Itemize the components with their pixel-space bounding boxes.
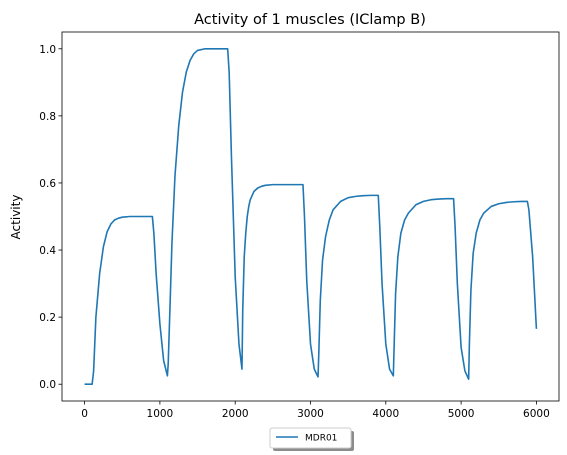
y-tick-label: 1.0	[39, 44, 56, 56]
plot-area: 0 1000 2000 3000 4000 5000 6000 0.0 0.2 0.4 0.6 0.8…	[39, 31, 560, 420]
x-tick-label: 4000	[372, 408, 399, 420]
x-tick-label: 1000	[147, 408, 174, 420]
series-line-mdr01	[84, 47, 538, 386]
y-tick-label: 0.0	[39, 379, 56, 391]
x-tick-label: 0	[81, 408, 88, 420]
x-tick-label: 6000	[523, 408, 550, 420]
y-tick-label: 0.8	[39, 111, 56, 123]
legend: MDR01	[269, 427, 354, 451]
legend-label: MDR01	[305, 434, 337, 444]
x-tick-label: 2000	[222, 408, 249, 420]
y-tick-label: 0.6	[39, 178, 56, 190]
y-axis-label: Activity	[9, 195, 23, 240]
y-tick-label: 0.4	[39, 245, 56, 257]
legend-frame	[269, 427, 352, 449]
x-tick-label: 3000	[297, 408, 324, 420]
y-tick-label: 0.2	[39, 312, 56, 324]
chart-title: Activity of 1 muscles (IClamp B)	[194, 12, 426, 28]
x-tick-label: 5000	[448, 408, 475, 420]
